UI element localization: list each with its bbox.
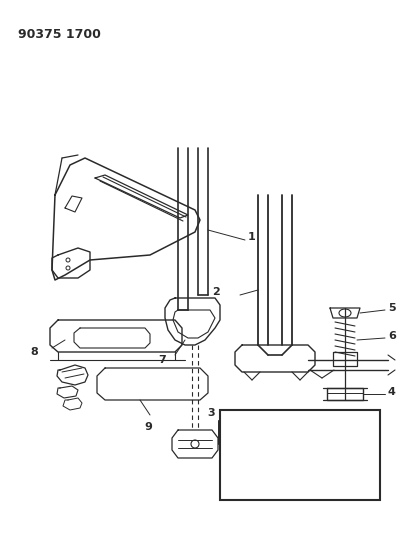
Text: 9: 9 xyxy=(144,422,151,432)
Text: 8: 8 xyxy=(30,347,38,357)
Text: 3: 3 xyxy=(207,408,215,418)
Text: 5: 5 xyxy=(387,303,394,313)
Text: 4: 4 xyxy=(387,387,395,397)
Text: 2: 2 xyxy=(212,287,220,297)
Text: 7: 7 xyxy=(158,355,166,365)
Bar xyxy=(220,410,379,500)
Text: 1: 1 xyxy=(247,232,255,242)
Text: 90375 1700: 90375 1700 xyxy=(18,28,100,41)
Text: 6: 6 xyxy=(387,331,395,341)
